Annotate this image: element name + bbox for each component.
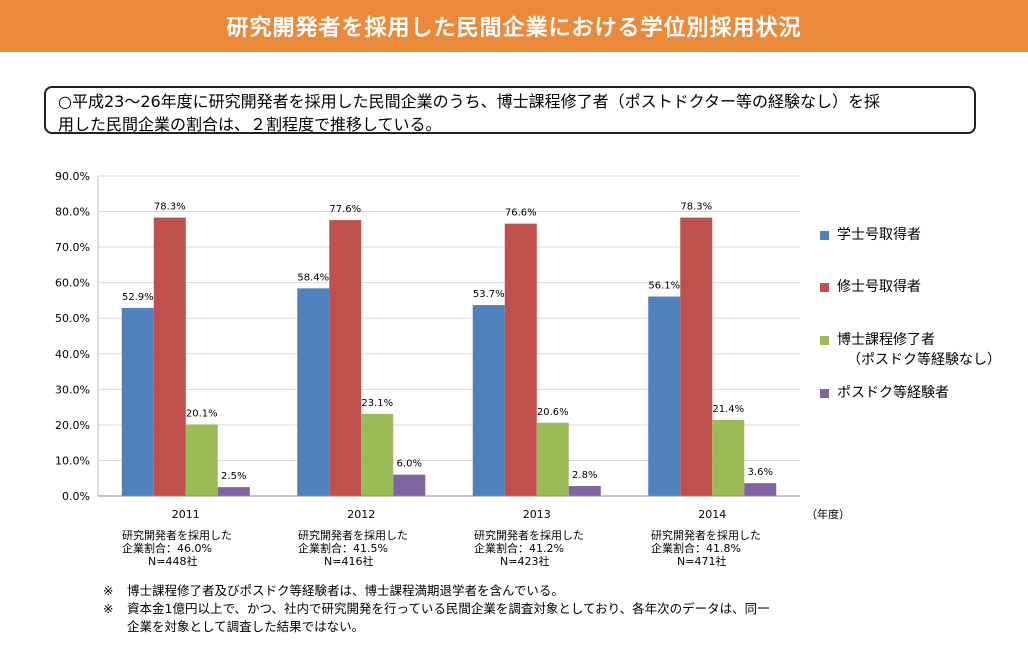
y-tick-label: 70.0% xyxy=(55,241,90,254)
data-label: 20.1% xyxy=(186,409,218,420)
data-label: 21.4% xyxy=(712,404,744,415)
data-label: 76.6% xyxy=(505,208,537,219)
y-tick-label: 20.0% xyxy=(55,419,90,432)
y-tick-label: 0.0% xyxy=(62,490,90,503)
y-tick-label: 60.0% xyxy=(55,277,90,290)
page-title: 研究開発者を採用した民間企業における学位別採用状況 xyxy=(226,16,802,41)
year-note-2014: 研究開発者を採用した 企業割合：41.8% N=471社 xyxy=(651,529,761,568)
footnote-text: 博士課程修了者及びポスドク等経験者は、博士課程満期退学者を含んでいる。 xyxy=(127,583,564,598)
legend-swatch xyxy=(820,336,829,345)
y-tick-label: 50.0% xyxy=(55,312,90,325)
legend-label-sub: （ポスドク等経験なし） xyxy=(847,352,1001,368)
data-label: 53.7% xyxy=(473,289,505,300)
y-axis: 0.0% 10.0% 20.0% 30.0% 40.0% 50.0% 60.0% 70.0% 8… xyxy=(55,170,99,503)
legend-swatch xyxy=(820,231,829,240)
y-tick-label: 80.0% xyxy=(55,206,90,219)
x-tick-label: 2011 xyxy=(172,508,200,521)
year-note-line: 企業割合：41.8% xyxy=(651,542,741,555)
bar xyxy=(361,413,394,496)
year-note-line: 研究開発者を採用した xyxy=(298,529,408,542)
bar xyxy=(329,220,362,497)
bar xyxy=(185,424,218,496)
footnote-text: 資本金1億円以上で、かつ、社内で研究開発を行っている民間企業を調査対象としており… xyxy=(127,601,770,616)
summary-box: ○平成23～26年度に研究開発者を採用した民間企業のうち、博士課程修了者（ポスト… xyxy=(44,86,976,134)
year-note-line: N=416社 xyxy=(324,555,374,568)
bar xyxy=(393,474,426,496)
year-note-2012: 研究開発者を採用した 企業割合：41.5% N=416社 xyxy=(298,529,408,568)
data-label: 2.8% xyxy=(572,470,597,481)
data-label: 78.3% xyxy=(154,202,186,213)
legend-item-doctor: 博士課程修了者 （ポスドク等経験なし） xyxy=(820,330,1001,370)
footnote-mark: ※ xyxy=(103,601,114,616)
data-label: 52.9% xyxy=(122,292,154,303)
data-label: 56.1% xyxy=(648,281,680,292)
y-tick-label: 40.0% xyxy=(55,348,90,361)
year-note-line: 研究開発者を採用した xyxy=(122,529,232,542)
data-label: 6.0% xyxy=(397,459,422,470)
y-tick-label: 90.0% xyxy=(55,170,90,183)
footnote-mark: ※ xyxy=(103,583,114,598)
y-tick-label: 10.0% xyxy=(55,454,90,467)
data-label: 58.4% xyxy=(297,272,329,283)
bar xyxy=(472,305,505,496)
data-label: 77.6% xyxy=(329,204,361,215)
data-label: 20.6% xyxy=(537,407,569,418)
data-label: 2.5% xyxy=(221,471,246,482)
footnotes: ※ 博士課程修了者及びポスドク等経験者は、博士課程満期退学者を含んでいる。 ※ … xyxy=(103,582,1003,636)
bar xyxy=(504,223,537,496)
bar xyxy=(744,483,777,496)
bar xyxy=(121,307,154,496)
x-tick-label: 2013 xyxy=(523,508,551,521)
legend-label: 学士号取得者 xyxy=(837,227,921,243)
x-tick-label: 2014 xyxy=(698,508,726,521)
x-unit-label: （年度） xyxy=(806,507,850,521)
bar xyxy=(217,487,250,496)
summary-line-2: 用した民間企業の割合は、２割程度で推移している。 xyxy=(58,115,442,134)
bar xyxy=(680,217,713,496)
year-note-2013: 研究開発者を採用した 企業割合：41.2% N=423社 xyxy=(474,529,584,568)
data-label: 3.6% xyxy=(748,467,773,478)
legend-item-bachelor: 学士号取得者 xyxy=(820,225,921,245)
data-label: 78.3% xyxy=(680,202,712,213)
bar xyxy=(648,296,681,496)
year-note-line: 研究開発者を採用した xyxy=(474,529,584,542)
legend-item-master: 修士号取得者 xyxy=(820,277,921,297)
bar xyxy=(297,288,330,496)
footnote: ※ 資本金1億円以上で、かつ、社内で研究開発を行っている民間企業を調査対象として… xyxy=(103,600,1003,636)
bar xyxy=(153,217,186,496)
year-note-line: N=423社 xyxy=(500,555,550,568)
bar xyxy=(536,422,569,496)
footnote-text: 企業を対象として調査した結果ではない。 xyxy=(127,619,365,634)
summary-line-1: ○平成23～26年度に研究開発者を採用した民間企業のうち、博士課程修了者（ポスト… xyxy=(58,92,881,111)
x-axis: 2011 2012 2013 2014 （年度） xyxy=(98,495,850,521)
bar xyxy=(568,486,601,496)
legend-swatch xyxy=(820,389,829,398)
year-note-line: N=448社 xyxy=(148,555,198,568)
legend-item-postdoc: ポスドク等経験者 xyxy=(820,383,949,403)
legend-swatch xyxy=(820,283,829,292)
x-tick-label: 2012 xyxy=(347,508,375,521)
legend-label: 修士号取得者 xyxy=(837,279,921,295)
footnote: ※ 博士課程修了者及びポスドク等経験者は、博士課程満期退学者を含んでいる。 xyxy=(103,582,1003,600)
year-note-line: 企業割合：41.2% xyxy=(474,542,564,555)
year-note-2011: 研究開発者を採用した 企業割合：46.0% N=448社 xyxy=(122,529,232,568)
data-label: 23.1% xyxy=(361,398,393,409)
year-note-line: 企業割合：46.0% xyxy=(122,542,212,555)
y-tick-label: 30.0% xyxy=(55,383,90,396)
legend-label: ポスドク等経験者 xyxy=(837,385,949,401)
year-note-line: N=471社 xyxy=(677,555,727,568)
bar xyxy=(712,419,745,496)
year-note-line: 研究開発者を採用した xyxy=(651,529,761,542)
year-note-line: 企業割合：41.5% xyxy=(298,542,388,555)
bar-series: 52.9% 78.3% 20.1% 2.5% 58.4% 77.6% 23.1% 6.0% 53… xyxy=(121,202,777,497)
title-banner: 研究開発者を採用した民間企業における学位別採用状況 xyxy=(0,0,1028,52)
legend-label: 博士課程修了者 xyxy=(837,332,935,348)
